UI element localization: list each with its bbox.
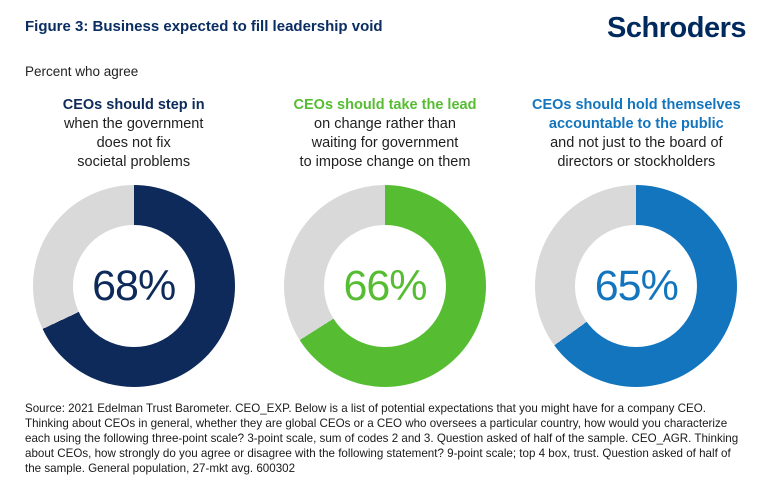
chart-subtitle: Percent who agree [25, 64, 139, 79]
donut-value-label: 66% [343, 261, 427, 310]
donut-column-2: CEOs should take the lead on change rath… [263, 96, 506, 387]
source-footnote: Source: 2021 Edelman Trust Barometer. CE… [25, 402, 739, 475]
heading-plain-line: does not fix [96, 135, 171, 151]
donut-hole [575, 225, 698, 347]
donut-wrap: 68% [12, 185, 255, 387]
donut-hole [72, 225, 195, 347]
heading-plain-line: to impose change on them [299, 154, 471, 170]
column-heading-3: CEOs should hold themselves accountable … [515, 96, 758, 172]
donut-value-label: 65% [594, 261, 679, 310]
donut-columns: CEOs should step in when the government … [12, 96, 758, 387]
figure-title: Figure 3: Business expected to fill lead… [25, 18, 383, 35]
heading-plain-line: on change rather than [314, 116, 456, 132]
column-heading-2: CEOs should take the lead on change rath… [263, 96, 506, 172]
donut-chart-3: 65% [535, 185, 738, 387]
donut-column-3: CEOs should hold themselves accountable … [515, 96, 758, 387]
heading-bold-line: accountable to the public [548, 116, 724, 132]
donut-wrap: 66% [263, 185, 506, 387]
schroders-logo: Schroders [607, 12, 746, 44]
heading-bold-line: CEOs should take the lead [293, 97, 477, 113]
donut-wrap: 65% [515, 185, 758, 387]
donut-value-label: 68% [92, 261, 176, 310]
heading-plain-line: societal problems [77, 154, 191, 170]
heading-plain-line: waiting for government [311, 135, 459, 151]
donut-column-1: CEOs should step in when the government … [12, 96, 255, 387]
donut-hole [323, 225, 446, 347]
heading-plain-line: and not just to the board of [550, 135, 723, 151]
column-heading-1: CEOs should step in when the government … [12, 96, 255, 172]
heading-plain-line: directors or stockholders [557, 154, 716, 170]
heading-bold-line: CEOs should hold themselves [531, 97, 741, 113]
donut-chart-2: 66% [283, 185, 486, 387]
donut-chart-1: 68% [32, 185, 235, 387]
heading-plain-line: when the government [63, 116, 204, 132]
heading-bold-line: CEOs should step in [62, 97, 205, 113]
